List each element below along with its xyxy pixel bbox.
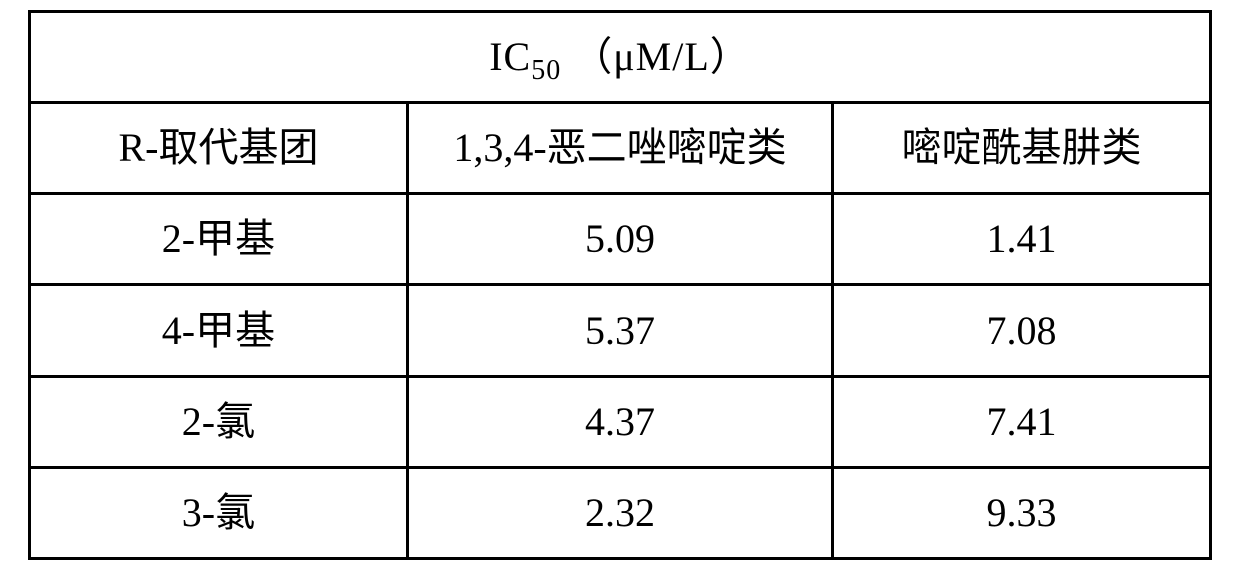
- cell-hydrazide: 1.41: [833, 194, 1211, 285]
- cell-substituent: 4-甲基: [30, 285, 408, 376]
- table-row: 2-氯 4.37 7.41: [30, 376, 1211, 467]
- title-subscript: 50: [531, 55, 561, 86]
- cell-oxadiazole: 5.37: [407, 285, 832, 376]
- cell-hydrazide: 9.33: [833, 467, 1211, 558]
- column-header: 嘧啶酰基肼类: [833, 103, 1211, 194]
- cell-substituent: 3-氯: [30, 467, 408, 558]
- cell-substituent: 2-氯: [30, 376, 408, 467]
- cell-oxadiazole: 2.32: [407, 467, 832, 558]
- cell-hydrazide: 7.41: [833, 376, 1211, 467]
- header-row: R-取代基团 1,3,4-恶二唑嘧啶类 嘧啶酰基肼类: [30, 103, 1211, 194]
- table-row: 2-甲基 5.09 1.41: [30, 194, 1211, 285]
- cell-oxadiazole: 5.09: [407, 194, 832, 285]
- cell-oxadiazole: 4.37: [407, 376, 832, 467]
- table-row: 3-氯 2.32 9.33: [30, 467, 1211, 558]
- column-header: R-取代基团: [30, 103, 408, 194]
- title-row: IC50 （μM/L）: [30, 12, 1211, 103]
- column-header: 1,3,4-恶二唑嘧啶类: [407, 103, 832, 194]
- cell-substituent: 2-甲基: [30, 194, 408, 285]
- table-title: IC50 （μM/L）: [30, 12, 1211, 103]
- table-container: IC50 （μM/L） R-取代基团 1,3,4-恶二唑嘧啶类 嘧啶酰基肼类 2…: [0, 0, 1240, 576]
- title-unit: （μM/L）: [572, 34, 751, 79]
- title-prefix: IC: [489, 34, 531, 79]
- cell-hydrazide: 7.08: [833, 285, 1211, 376]
- title-spacer: [561, 34, 572, 79]
- table-row: 4-甲基 5.37 7.08: [30, 285, 1211, 376]
- ic50-table: IC50 （μM/L） R-取代基团 1,3,4-恶二唑嘧啶类 嘧啶酰基肼类 2…: [28, 10, 1212, 560]
